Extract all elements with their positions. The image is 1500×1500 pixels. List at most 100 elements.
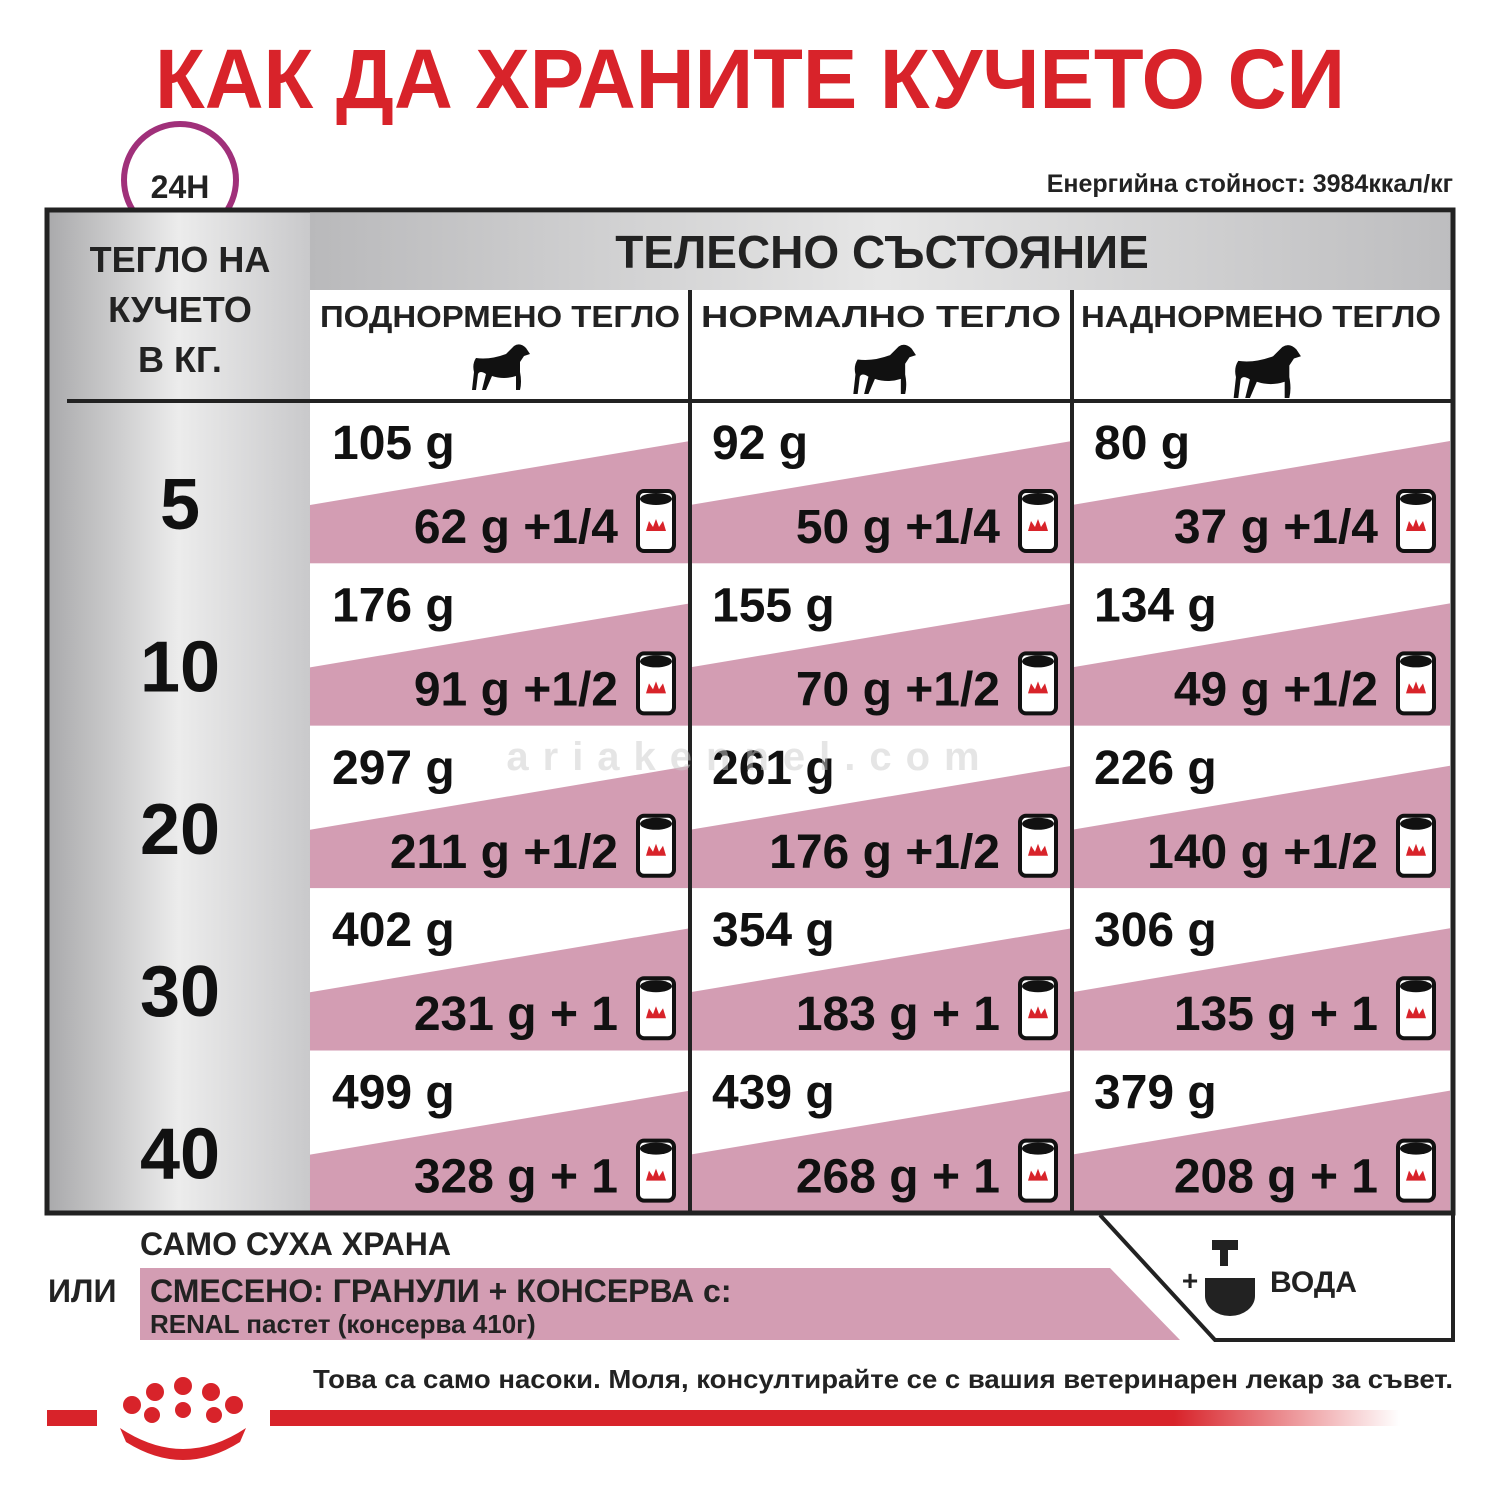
- mixed-amount: 211 g +1/2: [390, 826, 618, 879]
- mixed-amount: 176 g +1/2: [769, 826, 1000, 879]
- mixed-amount: 231 g + 1: [414, 988, 618, 1041]
- column-header: НОРМАЛНО ТЕГЛО: [701, 299, 1061, 334]
- can-crown: [646, 519, 666, 531]
- column-header-bg: [690, 290, 1072, 401]
- weight: 30: [140, 952, 220, 1032]
- can-crown: [1406, 1168, 1426, 1181]
- can-lid: [1022, 655, 1054, 668]
- column-header-bg: [310, 290, 690, 401]
- cell-diagonal: [1072, 603, 1450, 726]
- brand-line: [270, 1410, 1400, 1426]
- mixed: СМЕСЕНО: ГРАНУЛИ + КОНСЕРВА с:: [150, 1273, 731, 1309]
- disclaimer: Това са само насоки. Моля, консултирайте…: [313, 1364, 1453, 1394]
- can-crown: [1406, 681, 1426, 694]
- cell-diagonal: [690, 928, 1072, 1051]
- mixed-band: [140, 1268, 1180, 1340]
- or: ИЛИ: [48, 1273, 116, 1309]
- weight: 5: [160, 465, 200, 545]
- can-crown: [1028, 1168, 1048, 1181]
- can-lid: [1022, 493, 1054, 505]
- dry-amount: 439 g: [712, 1067, 835, 1120]
- water-plus: +: [1182, 1265, 1198, 1296]
- dog-icon: [1233, 345, 1301, 398]
- badge: 24H: [151, 169, 210, 205]
- can-lid: [640, 655, 672, 668]
- cell-diagonal: [310, 928, 690, 1051]
- cell-diagonal: [1072, 1090, 1450, 1213]
- weight-header: В КГ.: [138, 339, 222, 380]
- column-header: ПОДНОРМЕНО ТЕГЛО: [320, 299, 680, 334]
- mixed-amount: 208 g + 1: [1174, 1151, 1378, 1204]
- clock-gap: [135, 160, 225, 208]
- can-lid: [640, 980, 672, 993]
- dry-amount: 105 g: [332, 417, 455, 470]
- cell-diagonal: [1072, 928, 1450, 1051]
- can-crown: [1028, 681, 1048, 694]
- watermark: ariakennel.com: [506, 735, 993, 779]
- mixed-amount: 268 g + 1: [796, 1151, 1000, 1204]
- can-lid: [640, 493, 672, 505]
- dry-amount: 402 g: [332, 904, 455, 957]
- can-crown: [1406, 519, 1426, 531]
- water-box: [1098, 1213, 1455, 1342]
- dry-amount: 134 g: [1094, 579, 1217, 632]
- can-crown: [646, 1006, 666, 1019]
- dry-amount: 379 g: [1094, 1067, 1217, 1120]
- dry-amount: 92 g: [712, 417, 808, 470]
- mixed-amount: 70 g +1/2: [796, 663, 1000, 716]
- weight-header: ТЕГЛО НА: [90, 239, 271, 280]
- dog-icon: [472, 344, 530, 390]
- can-crown: [1028, 519, 1048, 531]
- column-header: НАДНОРМЕНО ТЕГЛО: [1081, 299, 1441, 334]
- mixed-amount: 183 g + 1: [796, 988, 1000, 1041]
- dry-amount: 354 g: [712, 904, 835, 957]
- mixed-note: RENAL пастет (консерва 410г): [150, 1309, 536, 1339]
- condition-header: ТЕЛЕСНО СЪСТОЯНИЕ: [615, 226, 1149, 278]
- dry-amount: 297 g: [332, 742, 455, 795]
- dry-amount: 261 g: [712, 742, 835, 795]
- title: КАК ДА ХРАНИТЕ КУЧЕТО СИ: [155, 32, 1345, 126]
- energy: Енергийна стойност: 3984ккал/кг: [1047, 170, 1453, 198]
- cell-diagonal: [690, 1090, 1072, 1213]
- cell-diagonal: [690, 765, 1072, 889]
- can-lid: [1022, 1142, 1054, 1155]
- cell-diagonal: [1072, 441, 1450, 564]
- cell-diagonal: [310, 1090, 690, 1213]
- mixed-amount: 62 g +1/4: [414, 501, 618, 554]
- dry-amount: 176 g: [332, 579, 455, 632]
- weight: 40: [140, 1115, 220, 1195]
- can-lid: [1022, 980, 1054, 993]
- condition-header-band: [310, 213, 1453, 290]
- weight-header: КУЧЕТО: [108, 289, 252, 330]
- cell-diagonal: [310, 441, 690, 564]
- cell-diagonal: [310, 765, 690, 889]
- mixed-amount: 49 g +1/2: [1174, 663, 1378, 716]
- water-icon: [1205, 1240, 1255, 1316]
- mixed-amount: 37 g +1/4: [1174, 501, 1378, 554]
- water: ВОДА: [1270, 1266, 1357, 1299]
- can-lid: [640, 1142, 672, 1155]
- can-lid: [1400, 493, 1432, 505]
- dry-amount: 226 g: [1094, 742, 1217, 795]
- can-crown: [1406, 1006, 1426, 1019]
- can-lid: [640, 817, 672, 830]
- weight-column: [47, 210, 310, 1213]
- dog-icon: [853, 344, 916, 394]
- weight: 10: [140, 627, 220, 707]
- cell-diagonal: [690, 603, 1072, 726]
- can-lid: [1400, 655, 1432, 668]
- can-lid: [1400, 817, 1432, 830]
- mixed-amount: 135 g + 1: [1174, 988, 1378, 1041]
- can-crown: [646, 1168, 666, 1181]
- cell-diagonal: [310, 603, 690, 726]
- mixed-amount: 140 g +1/2: [1147, 826, 1378, 879]
- can-lid: [1022, 817, 1054, 830]
- mixed-amount: 50 g +1/4: [796, 501, 1000, 554]
- can-lid: [1400, 980, 1432, 993]
- brand-line-left: [47, 1410, 97, 1426]
- table-border: [44, 207, 1456, 1216]
- can-crown: [646, 681, 666, 694]
- cell-diagonal: [1072, 765, 1450, 889]
